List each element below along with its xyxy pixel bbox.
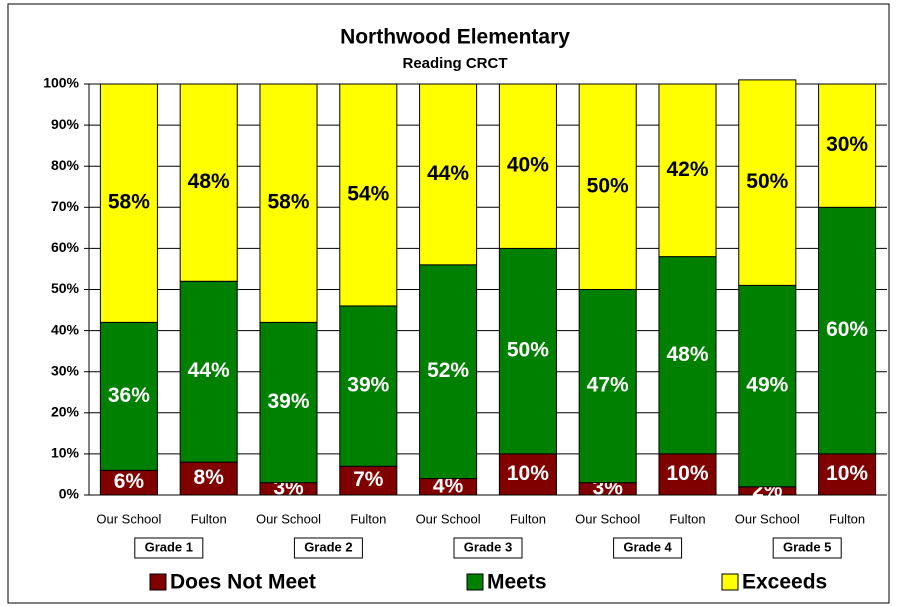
data-label: 48% <box>666 343 708 366</box>
bar-segment <box>658 83 717 258</box>
x-tick-label: Fulton <box>669 511 705 526</box>
data-label: 44% <box>427 162 469 185</box>
group-label-box <box>453 537 523 559</box>
data-label: 10% <box>826 462 868 485</box>
group-label: Grade 2 <box>304 539 352 554</box>
legend-swatch <box>466 573 484 591</box>
x-tick-label: Our School <box>256 511 321 526</box>
x-tick-label: Fulton <box>350 511 386 526</box>
bar-segment <box>658 453 717 496</box>
bar-segment <box>498 247 557 455</box>
data-label: 10% <box>666 462 708 485</box>
bar-segment <box>818 83 877 208</box>
data-label: 4% <box>433 474 464 497</box>
bar-segment <box>419 83 478 266</box>
legend-swatch <box>721 573 739 591</box>
bar-segment <box>339 83 398 307</box>
group-label-box <box>134 537 204 559</box>
bar-segment <box>498 83 557 249</box>
bar-segment <box>658 256 717 455</box>
legend-label: Exceeds <box>742 571 827 594</box>
group-label: Grade 3 <box>464 539 512 554</box>
y-tick-label: 0% <box>59 486 80 502</box>
bar-segment <box>179 83 238 282</box>
group-label: Grade 5 <box>783 539 831 554</box>
group-label-box <box>772 537 842 559</box>
data-label: 39% <box>347 374 389 397</box>
data-label: 39% <box>267 390 309 413</box>
group-label: Grade 4 <box>623 539 672 554</box>
bar-segment <box>179 280 238 463</box>
bar-segment <box>259 321 318 484</box>
group-label-box <box>293 537 363 559</box>
data-label: 6% <box>114 470 145 493</box>
data-label: 44% <box>188 359 230 382</box>
group-label: Grade 1 <box>145 539 193 554</box>
bar-segment <box>259 83 318 323</box>
bar-segment <box>578 289 637 484</box>
data-label: 8% <box>194 466 225 489</box>
data-label: 10% <box>507 462 549 485</box>
y-tick-label: 30% <box>51 362 80 378</box>
y-tick-label: 90% <box>51 116 80 132</box>
data-label: 50% <box>587 174 629 197</box>
data-label: 50% <box>507 339 549 362</box>
y-tick-label: 20% <box>51 404 80 420</box>
bar-segment <box>578 83 637 290</box>
legend-swatch <box>149 573 167 591</box>
data-label: 48% <box>188 170 230 193</box>
data-label: 36% <box>108 384 150 407</box>
bar-segment <box>738 284 797 488</box>
data-label: 54% <box>347 183 389 206</box>
legend-label: Does Not Meet <box>170 571 316 594</box>
data-label: 42% <box>666 158 708 181</box>
chart-subtitle: Reading CRCT <box>403 55 508 72</box>
data-label: 30% <box>826 133 868 156</box>
data-label: 49% <box>746 374 788 397</box>
group-label-box <box>613 537 683 559</box>
y-tick-label: 80% <box>51 157 80 173</box>
data-label: 52% <box>427 359 469 382</box>
bar-segment <box>818 206 877 455</box>
y-tick-label: 10% <box>51 445 80 461</box>
data-label: 50% <box>746 170 788 193</box>
x-tick-label: Our School <box>416 511 481 526</box>
y-tick-label: 50% <box>51 280 80 296</box>
bar-segment <box>738 79 797 286</box>
y-tick-label: 40% <box>51 321 80 337</box>
data-label: 40% <box>507 154 549 177</box>
x-tick-label: Our School <box>735 511 800 526</box>
data-label: 58% <box>108 191 150 214</box>
x-tick-label: Our School <box>575 511 640 526</box>
y-tick-label: 60% <box>51 239 80 255</box>
y-tick-label: 100% <box>43 75 79 91</box>
chart-title: Northwood Elementary <box>340 26 570 49</box>
x-tick-label: Fulton <box>829 511 865 526</box>
bar-segment <box>179 461 238 496</box>
x-tick-label: Fulton <box>191 511 227 526</box>
legend-label: Meets <box>487 571 547 594</box>
data-label: 60% <box>826 318 868 341</box>
data-label: 58% <box>267 191 309 214</box>
bar-segment <box>99 83 158 323</box>
x-tick-label: Fulton <box>510 511 546 526</box>
bar-segment <box>498 453 557 496</box>
y-tick-label: 70% <box>51 198 80 214</box>
data-label: 47% <box>587 374 629 397</box>
data-label: 7% <box>353 468 384 491</box>
bar-segment <box>99 469 158 496</box>
x-tick-label: Our School <box>96 511 161 526</box>
